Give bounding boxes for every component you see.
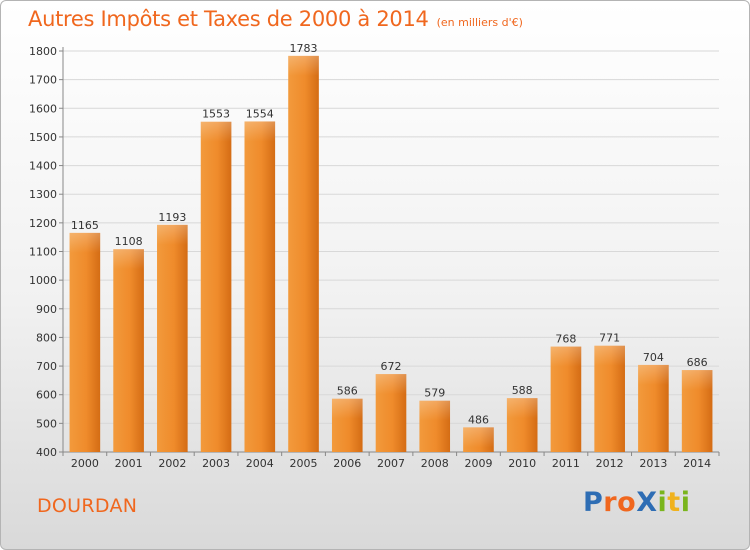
value-label-2004: 1554 — [246, 107, 274, 120]
bar-2003 — [200, 121, 232, 452]
bar-highlight-2008 — [419, 400, 451, 421]
bar-highlight-2009 — [463, 427, 494, 448]
logo-letter: t — [667, 487, 681, 518]
bar-highlight-2010 — [506, 398, 538, 419]
x-tick-label: 2004 — [246, 457, 274, 470]
bar-highlight-2006 — [331, 398, 363, 419]
x-tick-label: 2014 — [683, 457, 711, 470]
bar-highlight-2014 — [681, 370, 713, 391]
value-label-2003: 1553 — [202, 108, 230, 121]
value-label-2006: 586 — [337, 385, 358, 398]
x-tick-label: 2009 — [464, 457, 492, 470]
town-name: DOURDAN — [37, 495, 138, 517]
x-tick-label: 2008 — [421, 457, 449, 470]
value-label-2002: 1193 — [158, 211, 186, 224]
logo-letter: P — [583, 487, 604, 518]
y-tick-label: 1100 — [29, 246, 57, 259]
x-tick-label: 2012 — [596, 457, 624, 470]
x-tick-label: 2002 — [158, 457, 186, 470]
bar-highlight-2013 — [638, 364, 669, 385]
y-tick-label: 500 — [36, 417, 57, 430]
y-tick-label: 700 — [36, 360, 57, 373]
bar-highlight-2000 — [69, 232, 101, 253]
x-tick-label: 2007 — [377, 457, 405, 470]
logo-letter: i — [680, 487, 691, 518]
axis-layer: 400 500 600 700 800 900 1000 1100 1200 1300 1400 15… — [29, 45, 720, 470]
y-tick-label: 1500 — [29, 131, 57, 144]
x-tick-label: 2003 — [202, 457, 230, 470]
logo-letter: r — [603, 487, 618, 518]
bar-2005 — [288, 55, 319, 452]
bar-highlight-2007 — [375, 374, 407, 395]
y-tick-label: 800 — [36, 331, 57, 344]
x-tick-label: 2013 — [639, 457, 667, 470]
y-tick-label: 600 — [36, 389, 57, 402]
x-tick-label: 2010 — [508, 457, 536, 470]
x-tick-label: 2001 — [115, 457, 143, 470]
bar-2000 — [69, 232, 101, 452]
value-label-2000: 1165 — [71, 219, 99, 232]
value-label-2001: 1108 — [115, 235, 143, 248]
x-tick-label: 2000 — [71, 457, 99, 470]
value-label-2010: 588 — [512, 384, 533, 397]
bar-highlight-2004 — [244, 121, 276, 142]
value-label-2013: 704 — [643, 351, 664, 364]
bar-2001 — [113, 249, 144, 452]
bar-highlight-2001 — [113, 249, 144, 270]
x-tick-label: 2006 — [333, 457, 361, 470]
value-label-2014: 686 — [687, 356, 708, 369]
value-label-2009: 486 — [468, 413, 489, 426]
value-label-2007: 672 — [381, 360, 402, 373]
bar-highlight-2005 — [288, 55, 319, 76]
bar-highlight-2002 — [157, 224, 188, 245]
y-tick-label: 1800 — [29, 45, 57, 58]
bar-highlight-2003 — [200, 121, 232, 142]
y-tick-label: 900 — [36, 303, 57, 316]
y-tick-label: 1200 — [29, 217, 57, 230]
label-layer: 1165 1108 1193 1553 1554 1783 586 672 579 486 588 7… — [71, 42, 708, 426]
logo-letter: o — [617, 487, 637, 518]
y-tick-label: 1000 — [29, 274, 57, 287]
chart-title: Autres Impôts et Taxes de 2000 à 2014 — [28, 7, 429, 31]
y-tick-label: 1700 — [29, 74, 57, 87]
value-label-2008: 579 — [424, 387, 445, 400]
title-row: Autres Impôts et Taxes de 2000 à 2014 (en… — [28, 7, 523, 31]
y-tick-label: 1300 — [29, 188, 57, 201]
value-label-2012: 771 — [599, 332, 620, 345]
chart-subtitle: (en milliers d'€) — [436, 16, 523, 29]
logo-letter: X — [636, 487, 658, 518]
y-tick-label: 400 — [36, 446, 57, 459]
bar-layer — [69, 55, 713, 452]
y-tick-label: 1400 — [29, 160, 57, 173]
x-tick-label: 2011 — [552, 457, 580, 470]
value-label-2005: 1783 — [290, 42, 318, 55]
x-tick-label: 2005 — [290, 457, 318, 470]
bar-highlight-2011 — [550, 346, 582, 367]
proxiti-logo[interactable]: ProXiti — [583, 487, 690, 518]
logo-letter: i — [657, 487, 668, 518]
bar-2004 — [244, 121, 276, 452]
value-label-2011: 768 — [555, 333, 576, 346]
y-tick-label: 1600 — [29, 102, 57, 115]
bar-highlight-2012 — [594, 345, 625, 366]
bar-2002 — [157, 224, 188, 452]
